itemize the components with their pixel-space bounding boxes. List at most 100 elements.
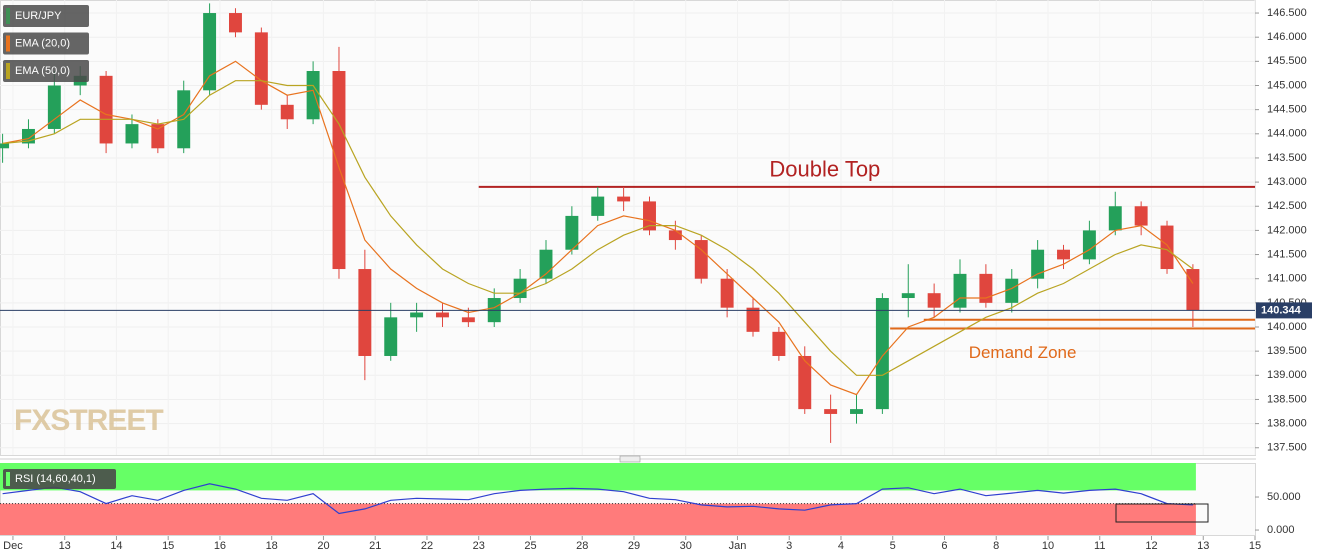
candle-body [746, 307, 760, 332]
candle-body [461, 317, 475, 323]
y-tick-label: 143.500 [1267, 152, 1307, 164]
x-tick-label: 4 [838, 540, 844, 552]
y-tick-label: 137.500 [1267, 442, 1307, 454]
candle-body [824, 409, 838, 414]
y-tick-label: 146.500 [1267, 7, 1307, 19]
candle-body [979, 273, 993, 303]
legend-label: EUR/JPY [15, 10, 62, 22]
candle-body [617, 196, 631, 202]
legend-swatch [6, 472, 10, 486]
highlight-box [1115, 503, 1209, 523]
candle-body [384, 317, 398, 356]
rsi-lower-band [0, 503, 1196, 535]
y-tick-label: 138.000 [1267, 418, 1307, 430]
x-tick-label: 8 [993, 540, 999, 552]
candle-body [1057, 249, 1070, 260]
candle-body [47, 85, 61, 129]
rsi-title: RSI (14,60,40,1) [15, 473, 96, 485]
y-tick-label: 141.500 [1267, 248, 1307, 260]
candle-body [927, 293, 941, 308]
candle-body [668, 230, 682, 241]
x-tick-label: 15 [162, 540, 174, 552]
x-tick-label: Dec [3, 540, 23, 552]
candle-body [772, 331, 786, 356]
candle-body [901, 293, 915, 299]
divider-handle [619, 455, 641, 463]
candle-body [850, 409, 863, 414]
x-tick-label: 5 [890, 540, 896, 552]
annotation: Double Top [769, 157, 880, 182]
candle-body [643, 201, 656, 231]
x-tick-label: 12 [1145, 540, 1157, 552]
x-tick-label: 16 [214, 540, 226, 552]
y-tick-label: 50.000 [1267, 491, 1301, 503]
candle-body [306, 71, 320, 120]
y-tick-label: 139.000 [1267, 369, 1307, 381]
y-tick-label: 144.500 [1267, 104, 1307, 116]
y-tick-label: 140.000 [1267, 321, 1307, 333]
y-tick-label: 143.000 [1267, 176, 1307, 188]
legend-swatch [6, 8, 10, 24]
legend-box [3, 32, 89, 55]
candle-body [565, 215, 579, 250]
x-tick-label: 30 [680, 540, 692, 552]
last-price-box [1256, 302, 1312, 319]
y-tick-label: 145.000 [1267, 79, 1307, 91]
x-tick-label: 10 [1042, 540, 1054, 552]
y-tick-label: 0.000 [1267, 524, 1295, 536]
candle-body [720, 278, 734, 308]
series-line [2, 80, 1194, 376]
candle-body [332, 71, 346, 270]
candle-body [358, 269, 372, 356]
last-price-label: 140.344 [1261, 304, 1302, 316]
candle-body [436, 312, 449, 318]
candle-body [591, 196, 605, 216]
candle-body [953, 273, 967, 308]
main-plot: FXSTREET [0, 3, 1255, 449]
candle-body [1108, 206, 1122, 231]
x-tick-label: 29 [628, 540, 640, 552]
series-line [2, 483, 1193, 515]
candle-body [694, 240, 708, 279]
candle-body [410, 312, 424, 318]
candle-body [229, 13, 242, 33]
candle-body [151, 124, 165, 149]
x-tick-label: 14 [110, 540, 122, 552]
legend-label: EMA (20,0) [15, 37, 70, 49]
rsi-plot [0, 463, 1196, 535]
y-tick-label: 138.500 [1267, 393, 1307, 405]
y-tick-label: 142.000 [1267, 224, 1307, 236]
x-tick-label: 13 [1197, 540, 1209, 552]
y-tick-label: 141.000 [1267, 273, 1307, 285]
y-tick-label: 142.500 [1267, 200, 1307, 212]
x-tick-label: 6 [941, 540, 947, 552]
overlay: 137.500138.000138.500139.000139.500140.0… [3, 5, 1312, 552]
candle-body [875, 298, 889, 410]
y-tick-label: 144.000 [1267, 128, 1307, 140]
legend-box [3, 5, 89, 27]
y-tick-label: 139.500 [1267, 345, 1307, 357]
y-tick-label: 146.000 [1267, 31, 1307, 43]
watermark: FXSTREET [14, 404, 163, 437]
x-tick-label: 11 [1094, 540, 1105, 552]
x-tick-label: Jan [729, 540, 747, 552]
x-tick-label: 20 [317, 540, 329, 552]
candle-body [1160, 225, 1174, 270]
candle-body [99, 75, 113, 144]
candle-body [798, 355, 812, 410]
x-tick-label: 18 [266, 540, 278, 552]
candle-body [0, 143, 10, 149]
legend-label: EMA (50,0) [15, 65, 70, 77]
candle-body [254, 32, 268, 105]
candle-body [1082, 230, 1096, 260]
series-line [2, 60, 1194, 396]
main-panel [0, 0, 1256, 456]
x-tick-label: 15 [1249, 540, 1261, 552]
x-tick-label: 23 [473, 540, 485, 552]
x-tick-label: 22 [421, 540, 433, 552]
x-tick-label: 13 [59, 540, 71, 552]
legend-box [3, 60, 89, 82]
x-tick-label: 28 [576, 540, 588, 552]
y-tick-label: 145.500 [1267, 55, 1307, 67]
